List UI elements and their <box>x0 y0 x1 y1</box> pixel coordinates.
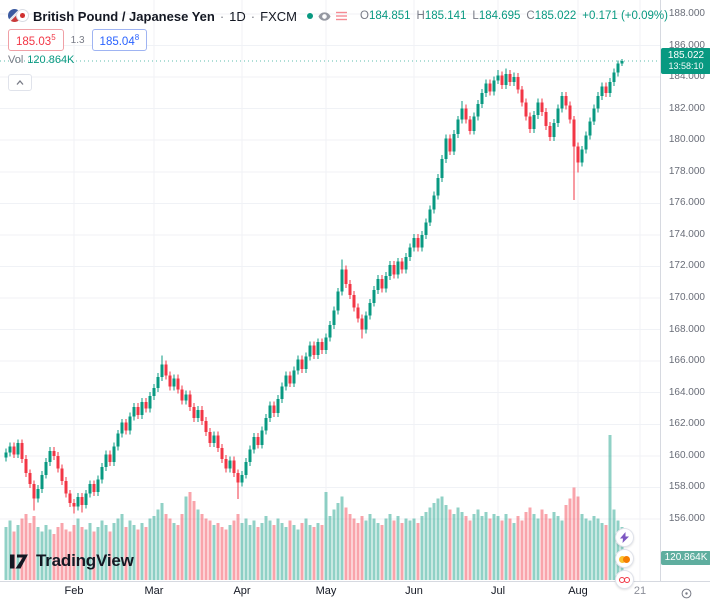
sell-price: 185.03 <box>16 35 52 48</box>
grid-lines <box>0 0 660 581</box>
time-axis-label: 21 <box>633 585 647 597</box>
time-axis-label: Jun <box>405 585 423 597</box>
change-value: +0.171 (+0.09%) <box>582 10 668 22</box>
close-value: 185.022 <box>534 10 577 22</box>
sell-button[interactable]: 185.035 <box>8 28 64 52</box>
price-axis-label: 184.000 <box>668 71 705 83</box>
market-status-dot-icon <box>306 13 313 19</box>
high-label: H <box>416 10 425 22</box>
close-label: C <box>526 10 535 22</box>
candles <box>4 59 624 514</box>
price-axis-label: 168.000 <box>668 323 705 335</box>
tradingview-logo-text: TradingView <box>36 551 134 570</box>
price-axis-label: 166.000 <box>668 355 705 367</box>
time-axis-label: Feb <box>64 585 84 597</box>
volume-value-badge: 120.864K <box>661 551 710 565</box>
candlestick-chart[interactable] <box>0 0 660 581</box>
object-tree-icon[interactable] <box>335 11 347 21</box>
time-axis-label: Aug <box>568 585 588 597</box>
volume-label: Vol <box>8 54 24 66</box>
price-axis-label: 182.000 <box>668 102 705 114</box>
record-dots-icon <box>619 576 630 584</box>
low-label: L <box>472 10 479 22</box>
high-value: 185.141 <box>424 10 467 22</box>
price-axis-label: 178.000 <box>668 165 705 177</box>
collapse-pane-button[interactable] <box>8 74 32 91</box>
lightning-icon <box>620 532 629 543</box>
price-axis-label: 158.000 <box>668 481 705 493</box>
spread-value: 1.3 <box>70 34 85 46</box>
exchange-label[interactable]: FXCM <box>260 8 297 24</box>
price-axis-label: 188.000 <box>668 8 705 19</box>
open-value: 184.851 <box>368 10 411 22</box>
price-axis-label: 162.000 <box>668 418 705 430</box>
last-price-value: 185.022 <box>667 49 705 61</box>
open-label: O <box>359 10 369 22</box>
volume-bars <box>4 434 624 580</box>
price-axis-label: 160.000 <box>668 449 705 461</box>
price-axis-label: 156.000 <box>668 512 705 524</box>
volume-value: 120.864K <box>27 54 75 66</box>
volume-indicator-row[interactable]: Vol 120.864K <box>8 54 668 68</box>
price-axis-label: 186.000 <box>668 39 705 51</box>
hot-streams-button[interactable] <box>615 570 634 589</box>
tradingview-logo[interactable]: TradingView <box>10 551 134 571</box>
price-axis-label: 180.000 <box>668 134 705 146</box>
emoji-icon <box>619 555 630 563</box>
price-axis[interactable]: 188.000 186.000 184.000 182.000 180.000 178.0… <box>660 0 710 581</box>
flash-orders-button[interactable] <box>615 528 634 547</box>
price-axis-label: 164.000 <box>668 386 705 398</box>
separator: · <box>219 8 225 24</box>
buy-sell-panel: 185.035 1.3 185.048 <box>8 28 668 52</box>
floating-buttons <box>615 528 634 589</box>
time-axis[interactable]: Feb Mar Apr May Jun Jul Aug 21 <box>0 581 710 600</box>
bar-countdown: 13:58:10 <box>668 60 704 71</box>
chart-pane[interactable]: British Pound / Japanese Yen · 1D · FXCM… <box>0 0 668 589</box>
price-axis-label: 170.000 <box>668 292 705 304</box>
separator: · <box>250 8 256 24</box>
price-axis-label: 176.000 <box>668 197 705 209</box>
symbol-pair-icon[interactable] <box>8 9 29 23</box>
price-axis-label: 174.000 <box>668 228 705 240</box>
last-price-badge: 185.022 13:58:10 <box>661 47 710 74</box>
time-axis-label: Mar <box>144 585 164 597</box>
tradingview-logo-icon <box>10 554 28 568</box>
buy-price-sup: 8 <box>134 32 140 42</box>
chevron-up-icon <box>16 80 24 85</box>
eye-icon[interactable] <box>318 11 331 21</box>
sell-price-sup: 5 <box>51 32 56 42</box>
price-axis-label: 172.000 <box>668 260 705 272</box>
time-axis-label: Jul <box>490 585 506 597</box>
buy-button[interactable]: 185.048 <box>91 28 148 52</box>
time-axis-label: May <box>315 585 337 597</box>
emoji-reactions-button[interactable] <box>615 549 634 568</box>
time-axis-label: Apr <box>233 585 251 597</box>
symbol-title[interactable]: British Pound / Japanese Yen <box>33 8 215 24</box>
interval-label[interactable]: 1D <box>229 8 246 24</box>
timezone-clock-icon[interactable] <box>681 586 692 600</box>
chart-legend: British Pound / Japanese Yen · 1D · FXCM… <box>8 7 668 91</box>
buy-price: 185.04 <box>99 35 135 48</box>
low-value: 184.695 <box>478 10 521 22</box>
ohlc-readout: O184.851 H185.141 L184.695 C185.022 +0.1… <box>360 10 668 22</box>
